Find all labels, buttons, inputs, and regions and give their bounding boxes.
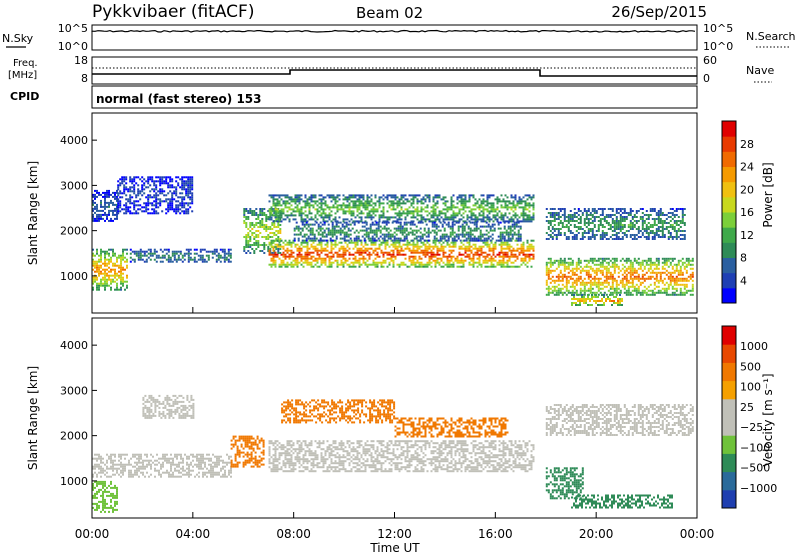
power-colorbar-tick: 16 bbox=[740, 206, 754, 219]
velocity-colorbar-swatch bbox=[722, 381, 736, 400]
power-colorbar-swatch bbox=[722, 212, 736, 228]
power-colorbar-swatch bbox=[722, 182, 736, 198]
velocity-colorbar-tick: 25 bbox=[740, 401, 754, 414]
velocity-colorbar-tick: −25 bbox=[740, 421, 763, 434]
time-tick-label: 16:00 bbox=[478, 527, 513, 541]
velocity-ytick-label: 1000 bbox=[60, 475, 88, 488]
nsky-tick-bottom-left: 10^0 bbox=[58, 40, 88, 53]
beam-label: Beam 02 bbox=[356, 4, 423, 22]
cpid-label: CPID bbox=[10, 90, 39, 103]
velocity-colorbar-swatch bbox=[722, 362, 736, 381]
power-colorbar-swatch bbox=[722, 197, 736, 213]
nsky-label: N.Sky bbox=[2, 32, 34, 45]
velocity-colorbar-tick: 500 bbox=[740, 360, 761, 373]
power-colorbar-swatch bbox=[722, 136, 736, 152]
power-ylabel: Slant Range [km] bbox=[26, 161, 40, 265]
power-colorbar-swatch bbox=[722, 121, 736, 137]
velocity-colorbar-swatch bbox=[722, 326, 736, 345]
time-tick-label: 12:00 bbox=[377, 527, 412, 541]
power-ytick-label: 4000 bbox=[60, 134, 88, 147]
cpid-text: normal (fast stereo) 153 bbox=[96, 92, 262, 106]
power-colorbar-label: Power [dB] bbox=[761, 162, 775, 227]
power-colorbar-tick: 12 bbox=[740, 229, 754, 242]
velocity-ylabel: Slant Range [km] bbox=[26, 366, 40, 470]
power-ytick-label: 1000 bbox=[60, 270, 88, 283]
power-colorbar-tick: 20 bbox=[740, 183, 754, 196]
velocity-colorbar-swatch bbox=[722, 453, 736, 472]
power-colorbar-tick: 4 bbox=[740, 274, 747, 287]
power-colorbar-tick: 28 bbox=[740, 138, 754, 151]
power-ytick-label: 3000 bbox=[60, 179, 88, 192]
velocity-colorbar-swatch bbox=[722, 417, 736, 436]
power-colorbar-swatch bbox=[722, 151, 736, 167]
nsky-frame bbox=[92, 25, 697, 50]
velocity-colorbar-label: Velocity [m s⁻¹] bbox=[761, 373, 775, 466]
velocity-colorbar-tick: 100 bbox=[740, 381, 761, 394]
velocity-colorbar-swatch bbox=[722, 399, 736, 418]
power-colorbar-swatch bbox=[722, 167, 736, 183]
power-colorbar-swatch bbox=[722, 273, 736, 289]
velocity-colorbar-swatch bbox=[722, 435, 736, 454]
velocity-panel: 4000 3000 2000 1000 Slant Range [km] 1000 50… bbox=[26, 318, 777, 518]
velocity-colorbar-swatch bbox=[722, 472, 736, 491]
date-label: 26/Sep/2015 bbox=[611, 3, 707, 21]
velocity-y-ticks: 4000 3000 2000 1000 bbox=[60, 339, 97, 488]
freq-tick-bottom: 8 bbox=[81, 72, 88, 85]
velocity-colorbar-swatch bbox=[722, 490, 736, 509]
cpid-panel: CPID normal (fast stereo) 153 bbox=[10, 86, 697, 108]
nsky-tick-top-left: 10^5 bbox=[58, 22, 88, 35]
power-colorbar-tick: 24 bbox=[740, 161, 754, 174]
time-tick-label: 00:00 bbox=[680, 527, 715, 541]
power-colorbar-swatch bbox=[722, 258, 736, 274]
velocity-colorbar-swatch bbox=[722, 344, 736, 363]
freq-label-line1: Freq. bbox=[13, 58, 38, 69]
velocity-colorbar-tick: 1000 bbox=[740, 340, 768, 353]
velocity-colorbar-tick: −1000 bbox=[740, 482, 777, 495]
power-y-ticks: 4000 3000 2000 1000 bbox=[60, 134, 97, 283]
velocity-ytick-label: 3000 bbox=[60, 384, 88, 397]
nsky-panel: N.Sky 10^5 10^0 10^5 10^0 N.Search bbox=[2, 22, 796, 53]
time-tick-label: 08:00 bbox=[276, 527, 311, 541]
velocity-echo-band bbox=[142, 395, 194, 419]
power-colorbar: 28 24 20 16 12 8 4 bbox=[722, 121, 754, 304]
power-colorbar-tick: 8 bbox=[740, 252, 747, 265]
power-panel: 4000 3000 2000 1000 Slant Range [km] 28 24 20… bbox=[26, 113, 775, 313]
power-colorbar-swatch bbox=[722, 242, 736, 258]
time-axis-label: Time UT bbox=[369, 541, 420, 554]
nsky-tick-bottom-right: 10^0 bbox=[703, 40, 733, 53]
nsky-tick-top-right: 10^5 bbox=[703, 22, 733, 35]
power-colorbar-swatch bbox=[722, 227, 736, 243]
time-tick-label: 20:00 bbox=[579, 527, 614, 541]
time-tick-label: 00:00 bbox=[75, 527, 110, 541]
power-ytick-label: 2000 bbox=[60, 225, 88, 238]
velocity-ytick-label: 2000 bbox=[60, 430, 88, 443]
station-title: Pykkvibaer (fitACF) bbox=[92, 2, 254, 22]
nave-tick-bottom: 0 bbox=[703, 72, 710, 85]
nave-label: Nave bbox=[746, 64, 774, 77]
nsearch-label: N.Search bbox=[746, 30, 796, 43]
power-colorbar-swatch bbox=[722, 288, 736, 304]
time-tick-label: 04:00 bbox=[176, 527, 211, 541]
freq-label-line2: [MHz] bbox=[8, 70, 37, 81]
nave-tick-top: 60 bbox=[703, 54, 717, 67]
freq-panel: Freq. [MHz] 18 8 60 0 Nave bbox=[8, 54, 774, 85]
freq-tick-top: 18 bbox=[74, 54, 88, 67]
velocity-ytick-label: 4000 bbox=[60, 339, 88, 352]
